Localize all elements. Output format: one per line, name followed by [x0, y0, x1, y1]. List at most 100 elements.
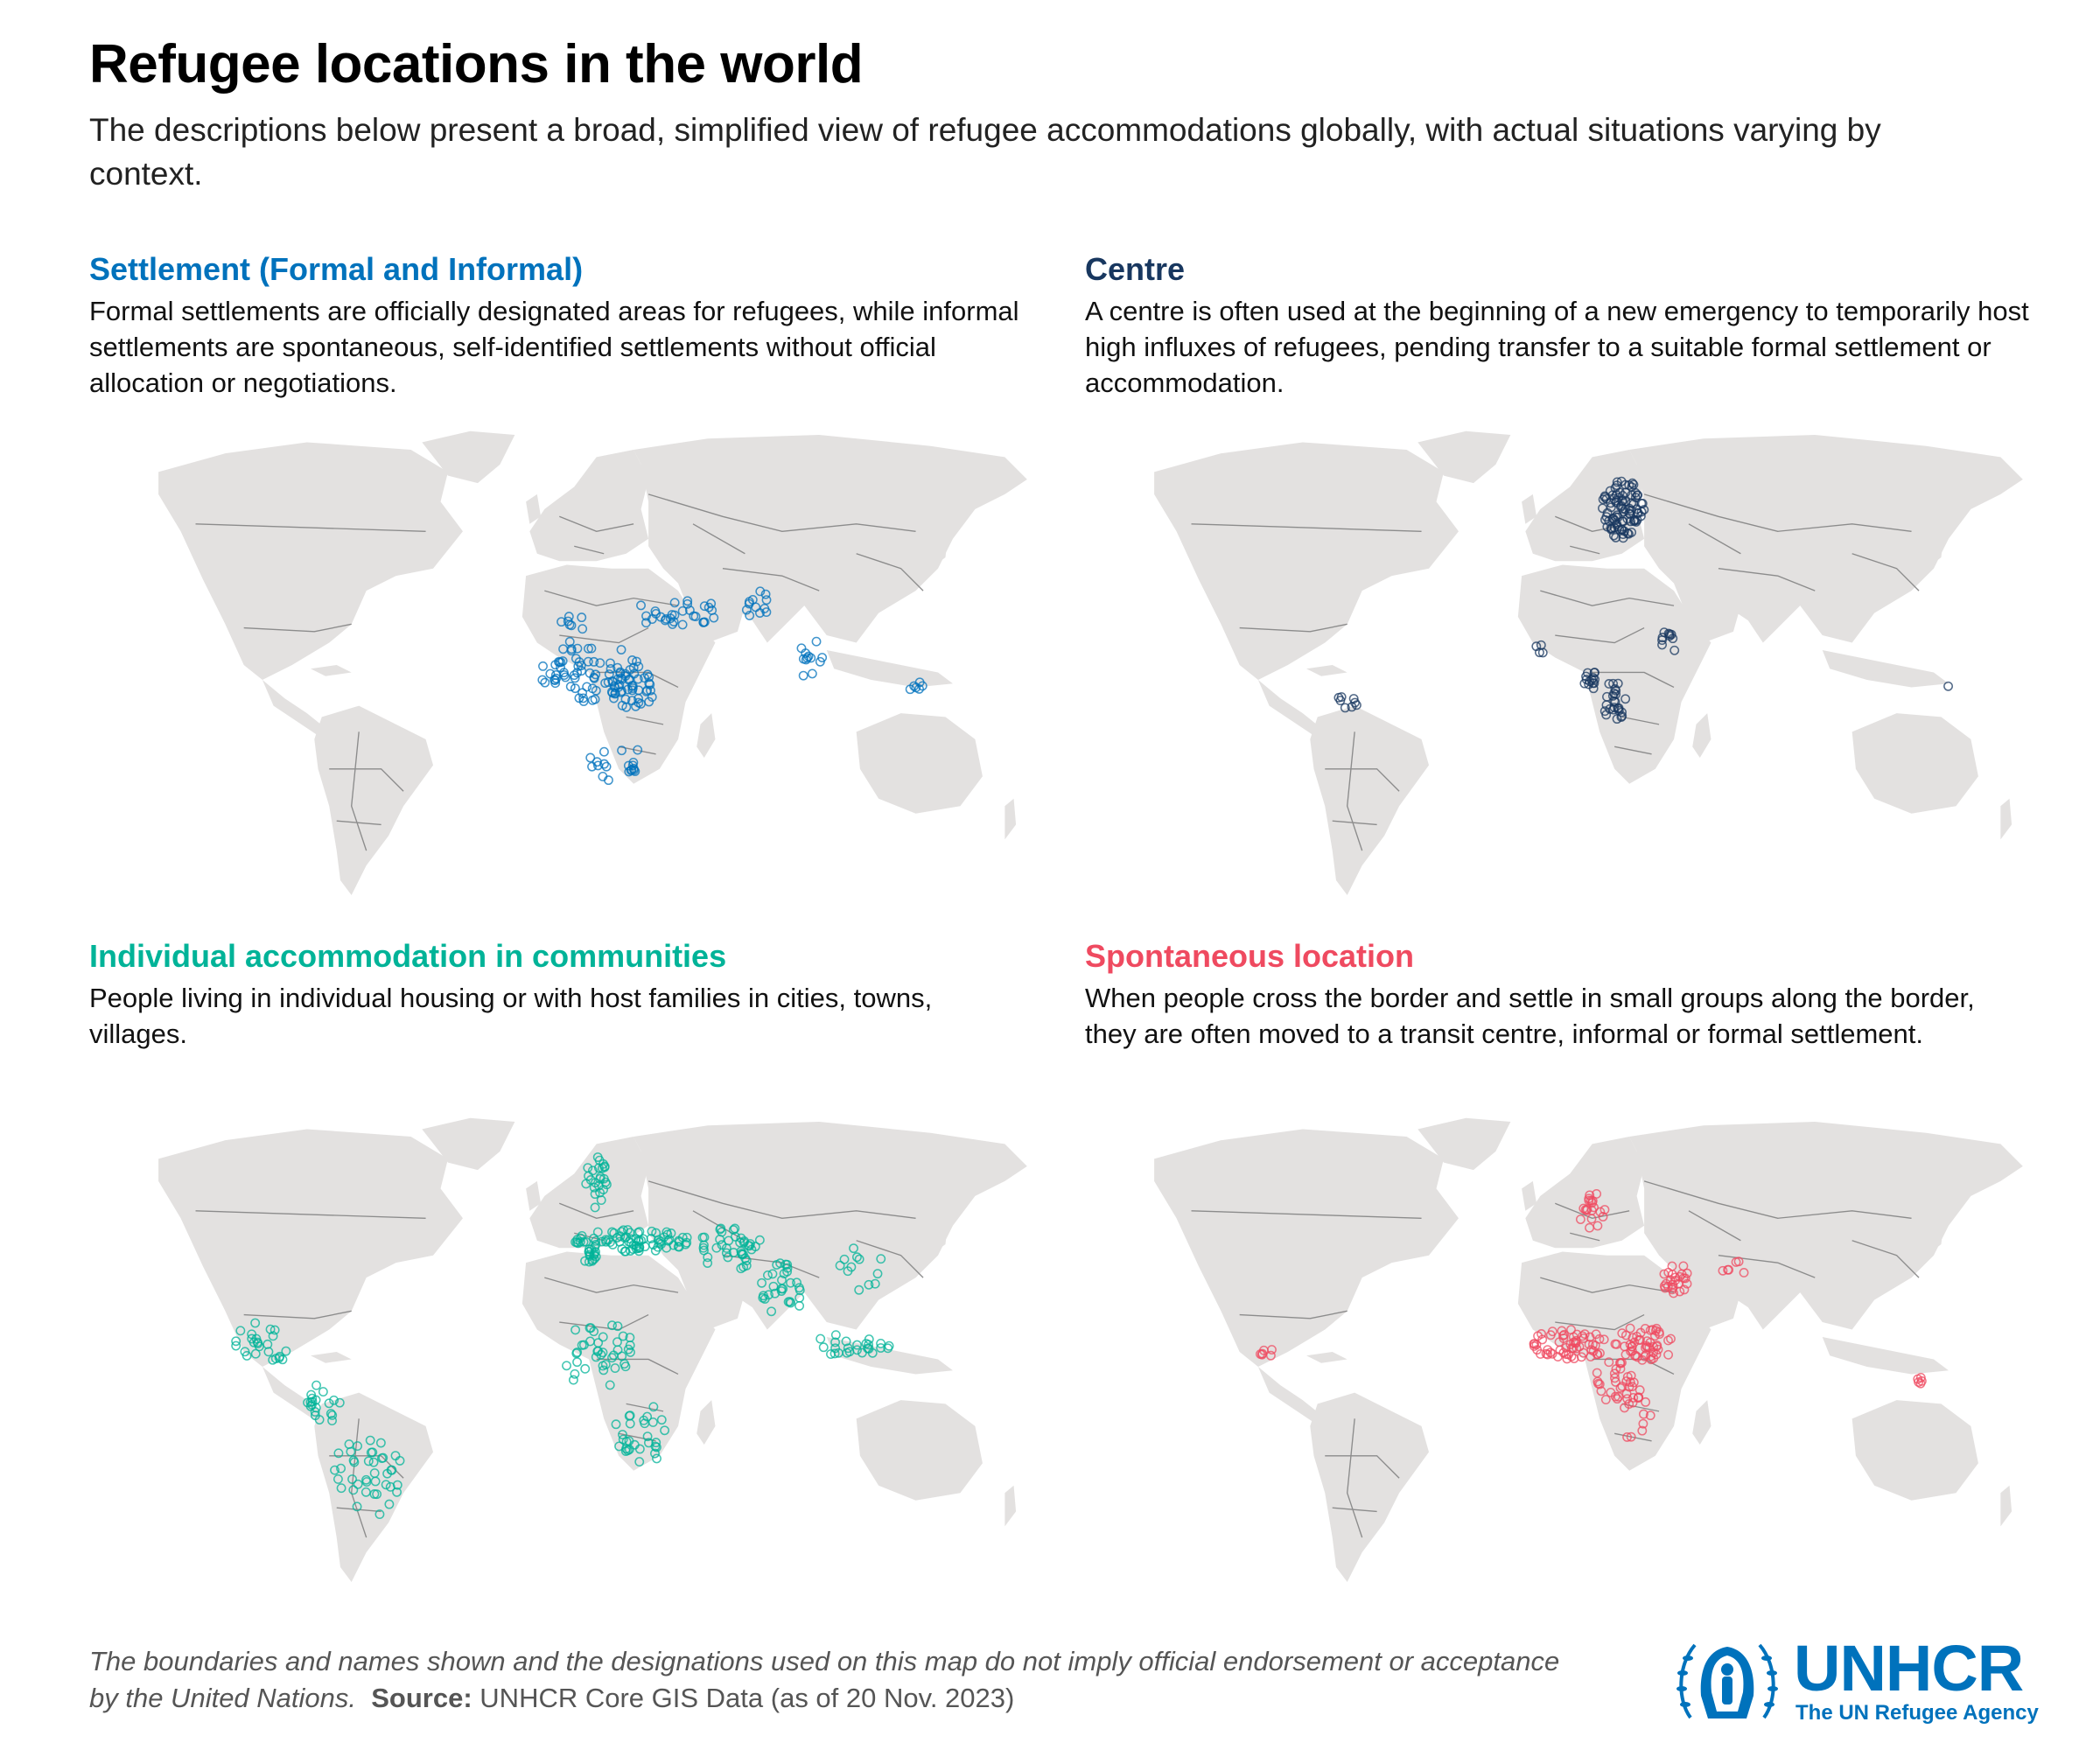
spontaneous-location-marker — [1578, 1331, 1588, 1341]
individual-location-marker — [698, 1242, 709, 1253]
individual-location-marker — [601, 1180, 612, 1190]
individual-location-marker — [663, 1236, 674, 1246]
centre-location-marker — [1627, 482, 1637, 493]
individual-location-marker — [374, 1509, 385, 1519]
centre-location-marker — [1613, 512, 1623, 522]
panel-individual-description: People living in individual housing or w… — [89, 983, 933, 1049]
spontaneous-location-marker — [1733, 1256, 1744, 1267]
individual-location-marker — [353, 1479, 363, 1489]
spontaneous-location-marker — [1637, 1354, 1648, 1365]
settlement-location-marker — [591, 669, 601, 680]
spontaneous-location-marker — [1600, 1395, 1611, 1404]
spontaneous-location-marker — [1536, 1329, 1547, 1339]
individual-location-marker — [830, 1337, 840, 1348]
centre-location-marker — [1632, 514, 1642, 525]
logo-tagline: The UN Refugee Agency — [1796, 1701, 2039, 1725]
settlement-location-marker — [644, 678, 654, 689]
individual-location-marker — [736, 1233, 746, 1243]
settlement-location-marker — [573, 662, 584, 671]
individual-location-marker — [757, 1278, 766, 1288]
spontaneous-location-marker — [1679, 1284, 1690, 1295]
individual-location-marker — [590, 1189, 600, 1200]
individual-location-marker — [598, 1348, 608, 1358]
spontaneous-location-marker — [1615, 1382, 1626, 1393]
spontaneous-location-marker — [1558, 1331, 1568, 1340]
individual-location-marker — [598, 1158, 608, 1169]
settlement-location-marker — [641, 618, 651, 628]
individual-location-marker — [620, 1359, 630, 1369]
settlement-location-marker — [755, 586, 766, 597]
spontaneous-location-marker — [1668, 1279, 1677, 1290]
spontaneous-location-marker — [1591, 1329, 1601, 1340]
spontaneous-location-marker — [1638, 1409, 1648, 1419]
settlement-location-marker — [630, 766, 640, 776]
individual-location-marker — [570, 1325, 581, 1335]
settlement-location-marker — [641, 611, 651, 621]
individual-location-marker — [312, 1380, 321, 1390]
individual-location-marker — [585, 1323, 596, 1334]
settlement-location-marker — [806, 653, 816, 663]
individual-location-marker — [369, 1489, 380, 1499]
centre-location-marker — [1632, 504, 1642, 514]
individual-location-marker — [717, 1240, 727, 1250]
settlement-location-marker — [798, 670, 808, 681]
settlement-location-marker — [550, 670, 561, 680]
individual-location-marker — [387, 1465, 397, 1475]
spontaneous-location-marker — [1625, 1377, 1635, 1387]
spontaneous-location-marker — [1562, 1354, 1572, 1364]
settlement-location-marker — [572, 643, 583, 654]
individual-location-marker — [876, 1338, 886, 1348]
individual-location-marker — [231, 1340, 242, 1351]
settlement-location-marker — [798, 654, 808, 664]
spontaneous-location-marker — [1615, 1358, 1626, 1368]
settlement-location-marker — [741, 605, 752, 615]
individual-location-marker — [603, 1235, 613, 1245]
settlement-location-marker — [616, 645, 626, 654]
settlement-location-marker — [601, 761, 612, 772]
settlement-location-marker — [650, 606, 661, 617]
individual-location-marker — [786, 1298, 796, 1308]
centre-location-marker — [1659, 627, 1670, 638]
spontaneous-location-marker — [1559, 1329, 1570, 1340]
settlement-location-marker — [620, 694, 631, 704]
panel-centre-title: Centre — [1085, 251, 1186, 287]
spontaneous-location-marker — [1598, 1212, 1608, 1222]
individual-location-marker — [368, 1457, 379, 1467]
source-text: UNHCR Core GIS Data (as of 20 Nov. 2023) — [480, 1683, 1015, 1713]
individual-location-marker — [861, 1339, 872, 1348]
centre-location-marker — [1633, 490, 1643, 500]
individual-location-marker — [598, 1365, 609, 1376]
individual-location-marker — [570, 1368, 580, 1379]
settlement-location-marker — [551, 673, 562, 683]
individual-location-marker — [598, 1361, 608, 1371]
individual-location-marker — [852, 1340, 862, 1350]
centre-location-marker — [1598, 494, 1608, 505]
spontaneous-location-marker — [1642, 1336, 1652, 1347]
individual-location-marker — [656, 1415, 667, 1425]
settlement-location-marker — [914, 677, 925, 688]
individual-location-marker — [619, 1225, 628, 1236]
individual-location-marker — [715, 1224, 725, 1235]
individual-location-marker — [830, 1348, 840, 1359]
individual-location-marker — [841, 1336, 851, 1347]
individual-location-marker — [595, 1173, 606, 1184]
individual-location-marker — [573, 1238, 584, 1249]
spontaneous-location-marker — [1600, 1205, 1610, 1214]
settlement-location-marker — [589, 656, 599, 667]
settlement-location-marker — [698, 617, 709, 627]
spontaneous-location-marker — [1530, 1339, 1539, 1349]
individual-location-marker — [568, 1375, 578, 1385]
centre-location-marker — [1618, 503, 1628, 514]
individual-location-marker — [310, 1410, 320, 1421]
centre-location-marker — [1657, 633, 1668, 643]
spontaneous-location-marker — [1569, 1354, 1579, 1363]
spontaneous-location-marker — [1669, 1288, 1679, 1298]
settlement-location-marker — [578, 693, 589, 704]
settlement-location-marker — [564, 636, 575, 647]
spontaneous-location-marker — [1723, 1264, 1733, 1275]
individual-location-marker — [370, 1476, 381, 1487]
centre-location-marker — [1628, 480, 1639, 490]
individual-location-marker — [595, 1187, 606, 1198]
spontaneous-location-marker — [1586, 1345, 1597, 1355]
settlement-location-marker — [632, 656, 641, 667]
